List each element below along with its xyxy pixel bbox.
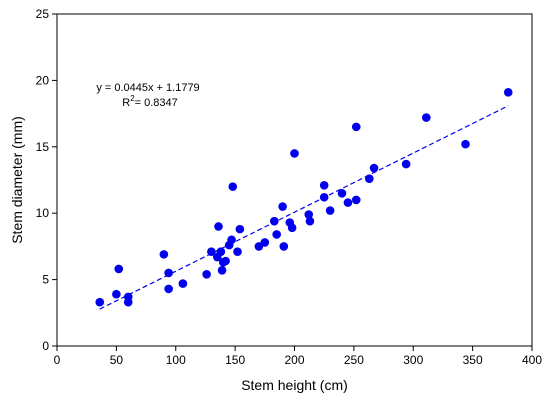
data-point-31 — [304, 210, 314, 219]
data-point-21 — [235, 224, 245, 234]
y-axis-ticks: 0 5 10 15 20 25 — [36, 7, 57, 353]
data-point-45 — [503, 88, 513, 97]
data-point-20 — [233, 247, 242, 257]
y-tick-label-0: 0 — [42, 339, 49, 353]
data-point-38 — [351, 195, 361, 205]
data-point-36 — [337, 188, 347, 198]
data-point-40 — [365, 174, 374, 183]
x-tick-label-6: 300 — [403, 353, 423, 367]
x-tick-label-3: 150 — [225, 353, 245, 367]
data-point-27 — [279, 242, 289, 251]
data-point-1 — [112, 289, 121, 299]
y-tick-label-2: 10 — [36, 206, 50, 220]
y-axis-title: Stem diameter (mm) — [9, 116, 25, 244]
data-point-6 — [164, 268, 173, 278]
data-points — [95, 88, 513, 307]
x-tick-label-5: 250 — [344, 353, 364, 367]
data-point-10 — [207, 247, 216, 257]
data-point-7 — [164, 284, 173, 294]
y-tick-label-5: 25 — [36, 7, 50, 21]
data-point-29 — [287, 223, 297, 233]
data-point-4 — [123, 297, 133, 307]
data-point-41 — [369, 163, 379, 173]
x-tick-label-7: 350 — [463, 353, 483, 367]
x-axis-title: Stem height (cm) — [241, 377, 348, 393]
data-point-12 — [214, 222, 223, 231]
x-tick-label-4: 200 — [284, 353, 304, 367]
data-point-0 — [95, 297, 105, 307]
data-point-14 — [217, 266, 227, 275]
data-point-8 — [178, 279, 188, 288]
r-squared-value: = 0.8347 — [135, 97, 178, 109]
x-tick-label-1: 50 — [110, 353, 124, 367]
data-point-39 — [351, 122, 361, 132]
data-point-13 — [216, 247, 226, 257]
r-squared-prefix: R — [122, 97, 130, 109]
x-tick-label-8: 400 — [522, 353, 542, 367]
data-point-33 — [319, 181, 329, 190]
y-tick-label-3: 15 — [36, 140, 50, 154]
r-squared-superscript: 2 — [130, 94, 135, 103]
x-tick-label-0: 0 — [54, 353, 61, 367]
data-point-19 — [228, 182, 238, 191]
data-point-24 — [270, 216, 279, 226]
r-squared-label: R2= 0.8347 — [122, 94, 178, 109]
data-point-25 — [272, 230, 281, 239]
x-axis-ticks: 0 50 100 150 200 250 300 350 400 — [54, 346, 542, 367]
data-point-2 — [114, 264, 124, 274]
regression-trendline — [99, 105, 509, 310]
data-point-35 — [325, 206, 335, 215]
data-point-44 — [461, 139, 470, 149]
data-point-37 — [343, 198, 353, 207]
x-tick-label-2: 100 — [166, 353, 186, 367]
data-point-43 — [422, 113, 431, 122]
y-tick-label-1: 5 — [42, 273, 49, 287]
y-tick-label-4: 20 — [36, 73, 50, 87]
data-point-16 — [221, 256, 230, 266]
data-point-5 — [159, 250, 169, 259]
data-point-30 — [290, 149, 299, 158]
data-point-42 — [401, 159, 411, 169]
data-point-23 — [260, 238, 270, 247]
trend-equation: y = 0.0445x + 1.1779 — [96, 82, 199, 94]
data-point-18 — [227, 235, 236, 245]
data-point-34 — [319, 192, 329, 202]
data-point-26 — [278, 202, 287, 211]
data-point-9 — [202, 269, 211, 279]
data-point-32 — [305, 216, 315, 226]
